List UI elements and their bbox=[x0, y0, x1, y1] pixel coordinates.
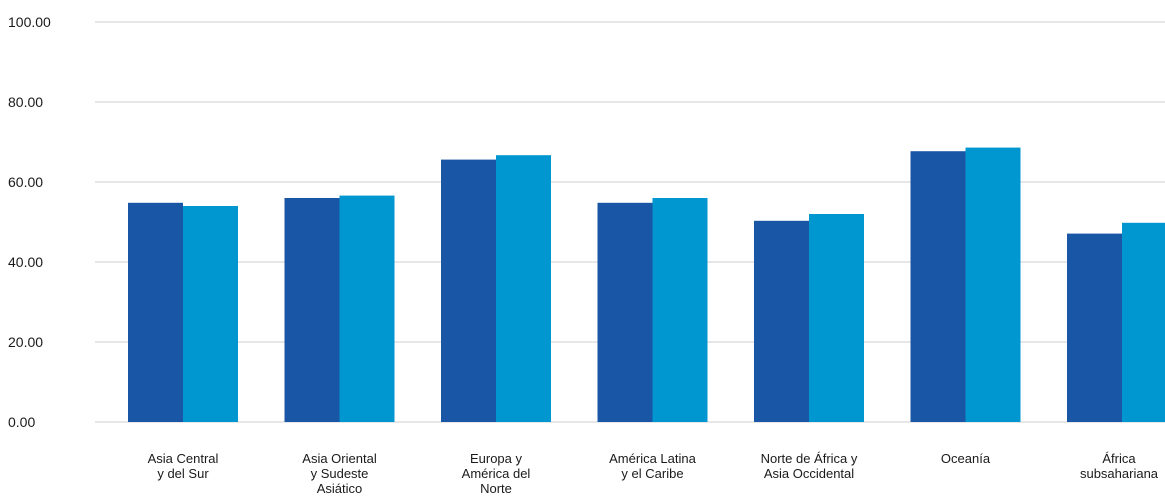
y-tick-label: 100.00 bbox=[8, 14, 51, 30]
x-category-line: Asiático bbox=[317, 481, 363, 496]
bar-series-1 bbox=[128, 202, 183, 422]
x-category-label: Oceanía bbox=[941, 451, 991, 466]
x-category-label: Asia Central y del Sur bbox=[148, 451, 219, 481]
x-category-line: Oceanía bbox=[941, 451, 991, 466]
x-category-line: subsahariana bbox=[1080, 466, 1159, 481]
bar-series-1 bbox=[284, 198, 340, 422]
x-category-line: y el Caribe bbox=[621, 466, 683, 481]
x-category-label: Europa y América del Norte bbox=[462, 451, 531, 496]
bar-series-2 bbox=[1122, 222, 1165, 422]
x-category-label: África subsahariana bbox=[1080, 451, 1159, 481]
x-category-line: Europa y bbox=[470, 451, 523, 466]
bar-series-2 bbox=[496, 155, 551, 422]
y-tick-label: 40.00 bbox=[8, 254, 43, 270]
x-category-label: Norte de África y Asia Occidental bbox=[761, 451, 858, 481]
bar-series-1 bbox=[1067, 233, 1122, 422]
bar-series-1 bbox=[910, 151, 966, 422]
y-tick-label: 80.00 bbox=[8, 94, 43, 110]
bar-series-1 bbox=[441, 159, 496, 422]
x-category-line: América Latina bbox=[609, 451, 696, 466]
x-category-line: y del Sur bbox=[157, 466, 209, 481]
x-category-line: África bbox=[1102, 451, 1136, 466]
y-tick-label: 60.00 bbox=[8, 174, 43, 190]
bars bbox=[128, 147, 1165, 422]
bar-series-2 bbox=[652, 198, 708, 422]
bar-series-2 bbox=[339, 195, 395, 422]
y-tick-label: 0.00 bbox=[8, 414, 35, 430]
x-category-label: América Latina y el Caribe bbox=[609, 451, 696, 481]
x-category-line: y Sudeste bbox=[311, 466, 369, 481]
y-axis-ticks: 100.00 80.00 60.00 40.00 20.00 0.00 bbox=[8, 14, 51, 430]
y-tick-label: 20.00 bbox=[8, 334, 43, 350]
bar-series-1 bbox=[754, 220, 809, 422]
bar-series-1 bbox=[597, 202, 653, 422]
x-category-line: Asia Oriental bbox=[302, 451, 377, 466]
x-axis-categories: Asia Central y del Sur Asia Oriental y Sude… bbox=[148, 451, 1159, 496]
bar-series-2 bbox=[809, 214, 864, 422]
bar-series-2 bbox=[965, 147, 1021, 422]
x-category-label: Asia Oriental y Sudeste Asiático bbox=[302, 451, 377, 496]
x-category-line: Norte de África y bbox=[761, 451, 858, 466]
x-category-line: Norte bbox=[480, 481, 512, 496]
x-category-line: Asia Occidental bbox=[764, 466, 854, 481]
bar-series-2 bbox=[183, 206, 238, 422]
x-category-line: América del bbox=[462, 466, 531, 481]
x-category-line: Asia Central bbox=[148, 451, 219, 466]
